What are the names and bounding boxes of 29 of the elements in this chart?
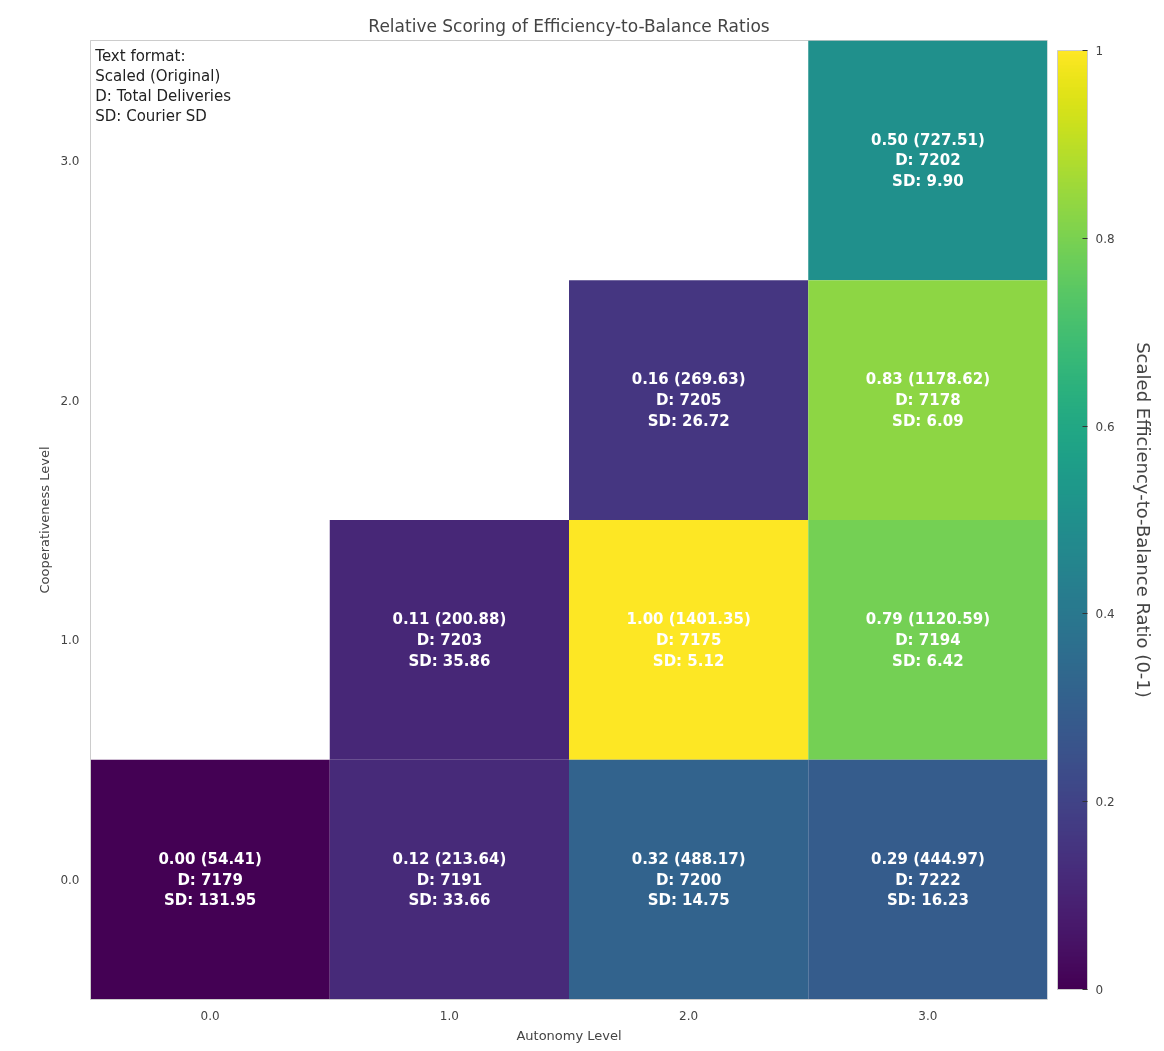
color-bar-label: 1 <box>1095 44 1104 58</box>
x-axis-title: Autonomy Level <box>516 1027 622 1043</box>
chart-title: Relative Scoring of Efficiency-to-Balance Ratios <box>368 15 770 36</box>
x-tick-label: 0.0 <box>200 1008 220 1023</box>
x-tick-label: 1.0 <box>439 1008 459 1023</box>
y-tick-label: 0.0 <box>60 873 80 888</box>
data-label: 0.00 (54.41) D: 7179 SD: 131.95 <box>158 849 262 910</box>
data-label: 0.12 (213.64) D: 7191 SD: 33.66 <box>392 849 507 910</box>
y-tick-label: 1.0 <box>60 633 80 648</box>
color-bar-label: 0.8 <box>1095 231 1115 246</box>
color-bar-label: 0 <box>1095 983 1104 997</box>
color-bar-label: 0.2 <box>1095 795 1115 810</box>
data-label: 0.79 (1120.59) D: 7194 SD: 6.42 <box>865 610 991 670</box>
x-tick-label: 3.0 <box>918 1008 938 1023</box>
y-axis-title: Cooperativeness Level <box>37 446 53 594</box>
annotation: Text format: Scaled (Original) D: Total Deliveries SD: Courier SD <box>94 46 232 125</box>
y-tick-label: 2.0 <box>60 393 80 408</box>
data-label: 0.29 (444.97) D: 7222 SD: 16.23 <box>870 849 985 910</box>
y-tick-label: 3.0 <box>60 153 80 168</box>
data-label: 0.32 (488.17) D: 7200 SD: 14.75 <box>631 849 746 910</box>
data-label: 0.16 (269.63) D: 7205 SD: 26.72 <box>631 370 746 430</box>
x-tick-label: 2.0 <box>679 1008 699 1023</box>
data-label: 1.00 (1401.35) D: 7175 SD: 5.12 <box>626 610 751 670</box>
data-label: 0.11 (200.88) D: 7203 SD: 35.86 <box>392 610 507 670</box>
color-bar-label: 0.4 <box>1095 607 1115 622</box>
data-label: 0.83 (1178.62) D: 7178 SD: 6.09 <box>865 370 991 430</box>
color-bar-title: Scaled Efficiency-to-Balance Ratio (0-1) <box>1132 342 1154 698</box>
data-label: 0.50 (727.51) D: 7202 SD: 9.90 <box>870 130 985 191</box>
color-bar-label: 0.6 <box>1095 419 1115 434</box>
